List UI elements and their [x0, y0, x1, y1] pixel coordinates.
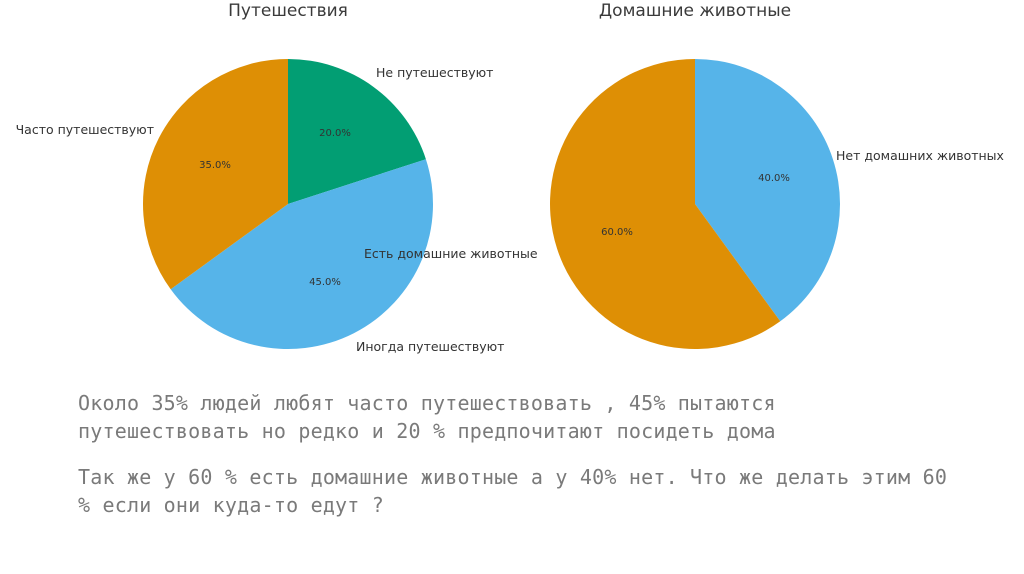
- slice-often-travel: [142, 59, 288, 290]
- slice-label-sometimes-travel: Иногда путешествуют: [356, 339, 504, 354]
- slice-label-often-travel: Часто путешествуют: [16, 122, 154, 137]
- chart-title-travel: Путешествия: [228, 1, 348, 21]
- caption-travel: Около 35% людей любят часто путешествова…: [78, 391, 788, 443]
- slice-label-no-pets: Нет домашних животных: [836, 148, 1004, 163]
- slice-have-pets: [550, 59, 781, 350]
- charts-area: Путешествия Домашние животные Не путешес…: [16, 1, 1004, 354]
- pct-label-have-pets: 60.0%: [601, 227, 633, 238]
- pct-label-often-travel: 35.0%: [199, 160, 231, 171]
- chart-title-pets: Домашние животные: [599, 1, 791, 21]
- caption-pets: Так же у 60 % есть домашние животные а у…: [78, 465, 960, 517]
- pct-label-no-pets: 40.0%: [758, 173, 790, 184]
- slice-label-no-travel: Не путешествуют: [376, 65, 493, 80]
- pct-label-sometimes-travel: 45.0%: [309, 277, 341, 288]
- slice-no-travel: [288, 59, 426, 204]
- pct-label-no-travel: 20.0%: [319, 128, 351, 139]
- slice-no-pets: [695, 58, 841, 322]
- pie-chart-travel: [142, 59, 433, 350]
- slice-sometimes-travel: [170, 159, 433, 350]
- slice-label-have-pets: Есть домашние животные: [364, 246, 538, 261]
- pie-chart-pets: [550, 58, 841, 350]
